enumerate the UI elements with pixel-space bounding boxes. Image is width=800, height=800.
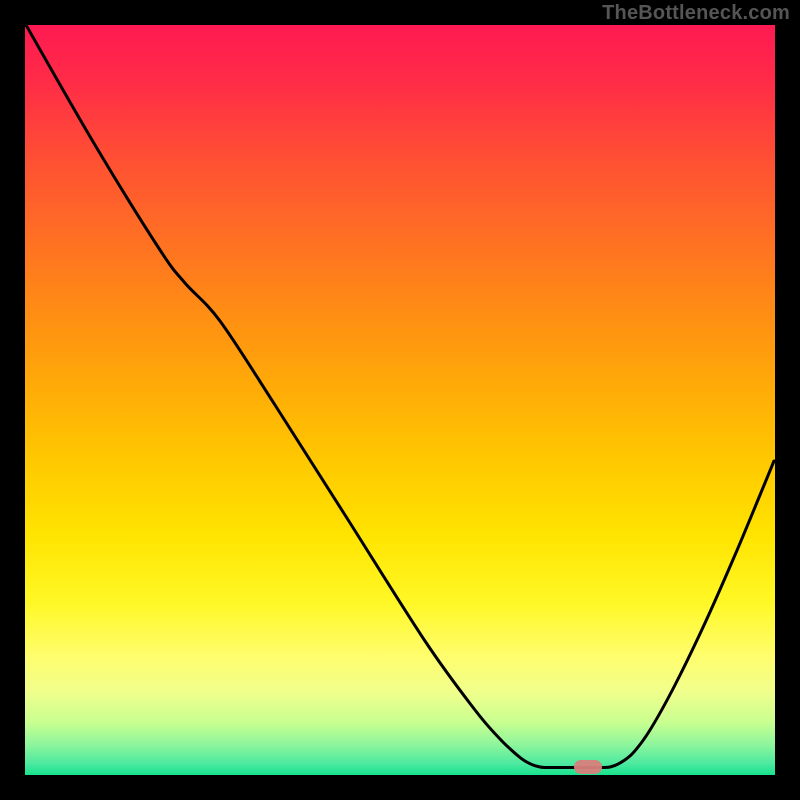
plot-background bbox=[25, 25, 775, 775]
watermark-label: TheBottleneck.com bbox=[602, 2, 790, 25]
chart-frame: TheBottleneck.com bbox=[0, 0, 800, 800]
bottleneck-curve-plot bbox=[25, 25, 775, 775]
optimum-marker bbox=[574, 760, 602, 774]
